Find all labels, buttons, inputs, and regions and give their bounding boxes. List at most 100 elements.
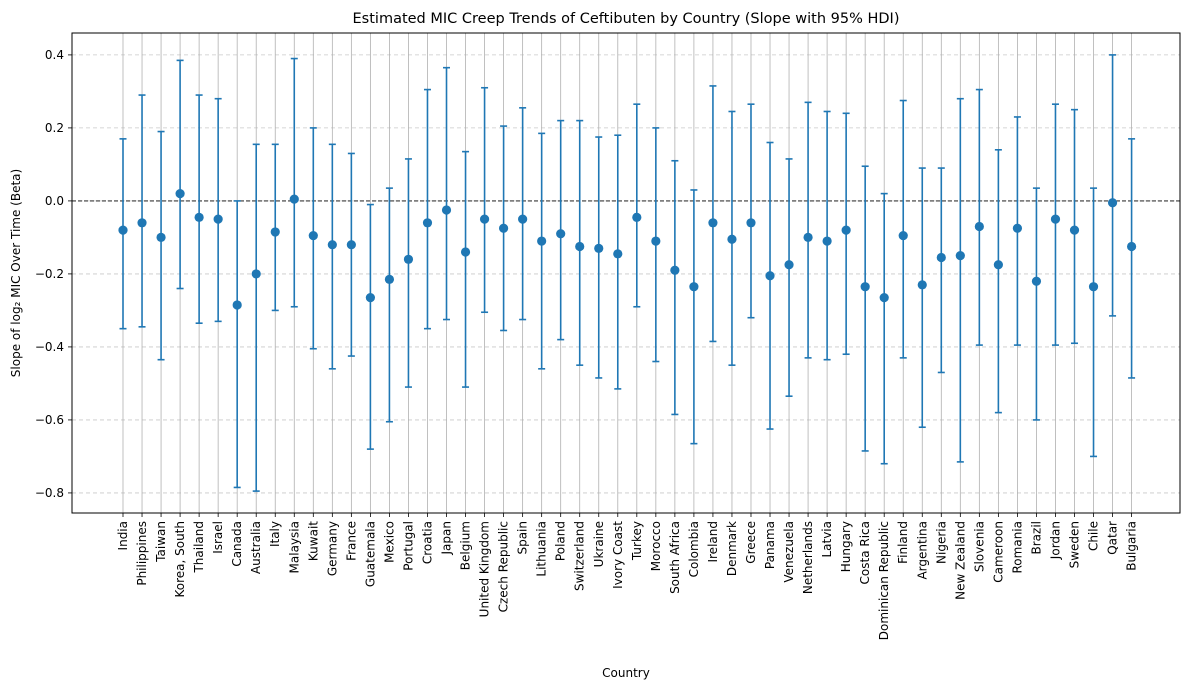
x-tick-label: Ireland (706, 521, 720, 563)
x-tick-label: Morocco (649, 521, 663, 571)
x-tick-label: Kuwait (306, 521, 320, 561)
data-point (727, 234, 737, 244)
x-tick-label: Germany (325, 521, 339, 576)
x-tick-label: Ukraine (592, 521, 606, 567)
x-tick-label: Sweden (1068, 521, 1082, 568)
data-point (803, 232, 813, 243)
x-tick-label: Argentina (915, 521, 929, 580)
data-point (327, 240, 337, 250)
data-point (1069, 225, 1080, 235)
data-point (289, 194, 299, 204)
data-point (118, 225, 128, 235)
x-tick-label: Guatemala (363, 521, 377, 587)
data-point (403, 254, 414, 264)
x-tick-label: Chile (1087, 521, 1101, 551)
data-point (936, 252, 946, 263)
x-tick-label: Dominican Republic (877, 521, 891, 640)
data-point (784, 260, 794, 270)
data-point (993, 260, 1003, 270)
x-tick-label: Malaysia (287, 521, 301, 573)
data-point (898, 230, 908, 241)
x-tick-label: Poland (554, 521, 568, 561)
x-tick-label: Bulgaria (1125, 521, 1139, 571)
x-tick-label: Finland (896, 521, 910, 564)
x-tick-label: Brazil (1029, 521, 1043, 555)
data-point (594, 243, 604, 253)
x-tick-label: Croatia (420, 521, 434, 564)
x-tick-label: Denmark (725, 521, 739, 576)
x-tick-label: Romania (1010, 521, 1024, 573)
data-point (1126, 241, 1137, 252)
data-point (1031, 276, 1042, 286)
data-point (575, 241, 585, 252)
x-tick-label: Korea, South (173, 521, 187, 598)
x-tick-label: Latvia (820, 521, 834, 558)
data-point (632, 212, 642, 222)
x-tick-label: Mexico (382, 521, 396, 563)
x-tick-label: New Zealand (953, 521, 967, 600)
data-point (1107, 198, 1118, 208)
plot-frame (71, 32, 1181, 514)
x-tick-label: India (116, 521, 130, 550)
y-tick-label: −0.6 (35, 413, 64, 427)
y-tick-label: 0.2 (45, 121, 64, 135)
data-point (422, 218, 433, 228)
data-point (537, 236, 547, 246)
data-point (384, 274, 395, 284)
x-tick-label: Lithuania (535, 521, 549, 577)
data-point (708, 218, 718, 228)
x-tick-label: Greece (744, 521, 758, 564)
data-point (232, 300, 242, 310)
x-tick-label: Thailand (192, 521, 206, 574)
data-point (270, 227, 280, 237)
x-tick-label: Nigeria (934, 521, 948, 564)
x-tick-label: United Kingdom (478, 521, 492, 617)
data-point (860, 282, 870, 292)
data-point (1050, 214, 1061, 224)
x-tick-label: Philippines (135, 521, 149, 586)
data-point (346, 240, 356, 250)
x-tick-label: Spain (516, 521, 530, 555)
x-tick-label: Cameroon (991, 521, 1005, 583)
plot-marks (72, 54, 1180, 492)
x-tick-label: Canada (230, 521, 244, 567)
y-tick-label: −0.4 (35, 340, 64, 354)
data-point (365, 293, 375, 303)
chart-title: Estimated MIC Creep Trends of Ceftibuten… (353, 11, 900, 27)
x-tick-label: Qatar (1106, 521, 1120, 555)
x-tick-label: Panama (763, 521, 777, 569)
axes: −0.8 −0.6 −0.4 −0.2 0.0 0.2 0.4 India Philippine… (35, 48, 1139, 640)
x-tick-label: Belgium (459, 521, 473, 570)
data-point (765, 271, 775, 281)
data-point (156, 232, 166, 243)
x-tick-label: Portugal (401, 521, 415, 571)
data-point (689, 282, 699, 292)
x-tick-label: Taiwan (154, 521, 168, 563)
data-point (518, 214, 528, 224)
data-point (917, 280, 927, 290)
y-tick-label: 0.0 (45, 194, 64, 208)
x-tick-label: Czech Republic (497, 521, 511, 612)
x-tick-label: France (344, 521, 358, 561)
y-tick-label: −0.8 (35, 486, 64, 500)
data-point (670, 265, 680, 275)
data-point (137, 218, 147, 228)
data-point (613, 249, 623, 259)
x-tick-label: Israel (211, 521, 225, 554)
data-point (460, 247, 471, 257)
data-point (556, 229, 566, 239)
data-point (879, 293, 889, 303)
data-point (841, 225, 851, 235)
x-tick-label: Costa Rica (858, 521, 872, 584)
y-tick-label: 0.4 (45, 48, 64, 62)
data-point (213, 214, 223, 224)
data-point (1012, 223, 1023, 233)
data-point (822, 236, 832, 246)
data-point (308, 230, 318, 241)
data-point (499, 223, 509, 233)
x-tick-label: Hungary (839, 521, 853, 572)
x-tick-label: Switzerland (573, 521, 587, 591)
x-tick-label: Slovenia (972, 521, 986, 572)
data-point (441, 205, 452, 215)
